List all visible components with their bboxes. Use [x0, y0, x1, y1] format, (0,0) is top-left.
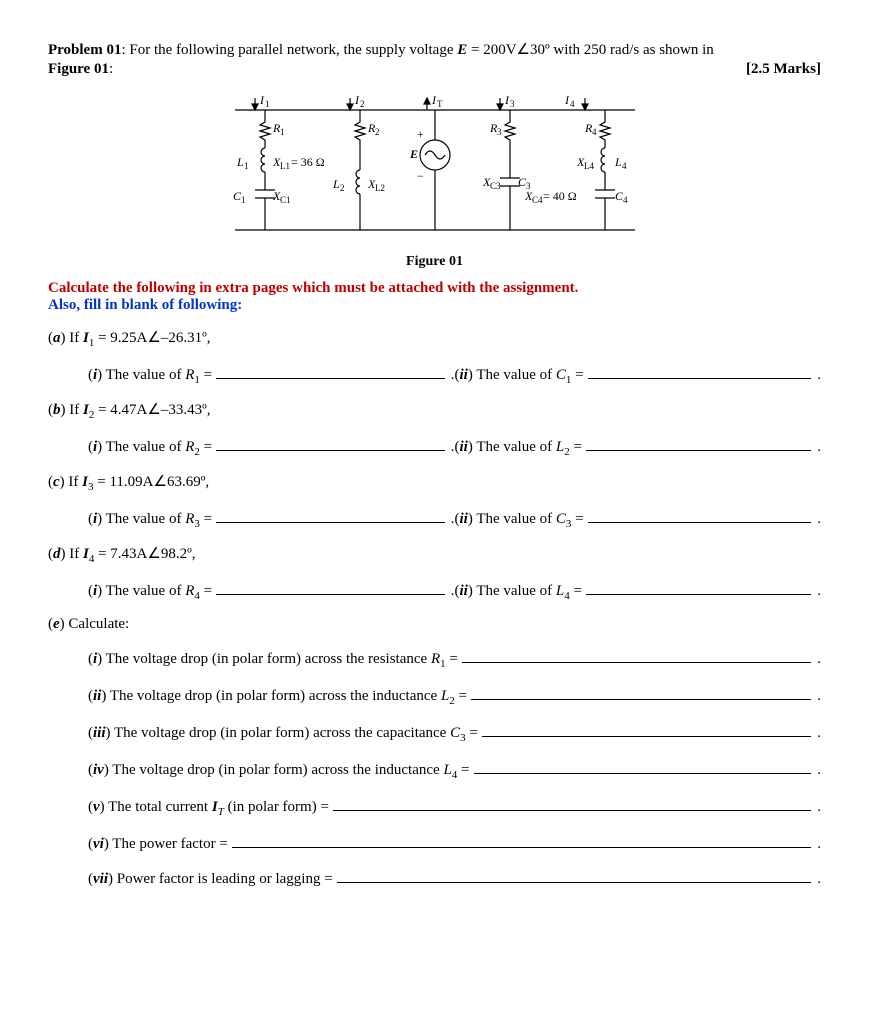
- a-ii-label: (ii) The value of C1 =: [455, 367, 584, 386]
- e-ii: (ii) The voltage drop (in polar form) ac…: [88, 684, 821, 707]
- part-a-subs: (i) The value of R1 =. (ii) The value of…: [88, 363, 821, 386]
- e-iv: (iv) The voltage drop (in polar form) ac…: [88, 758, 821, 781]
- svg-text:4: 4: [622, 161, 627, 171]
- part-b: (b) If I2 = 4.47A∠–33.43º,: [48, 400, 821, 421]
- svg-text:= 36 Ω: = 36 Ω: [291, 155, 325, 169]
- e-vi: (vi) The power factor =.: [88, 832, 821, 853]
- svg-text:4: 4: [623, 195, 628, 205]
- part-e: (e) Calculate:: [48, 616, 821, 633]
- c-ii-label: (ii) The value of C3 =: [455, 511, 584, 530]
- svg-text:L4: L4: [584, 161, 594, 171]
- svg-text:3: 3: [497, 127, 502, 137]
- svg-text:L: L: [332, 177, 340, 191]
- svg-text:L: L: [614, 155, 622, 169]
- blank: [333, 795, 811, 811]
- blank: [586, 579, 811, 595]
- svg-text:C1: C1: [280, 195, 291, 205]
- d-ii-label: (ii) The value of L4 =: [455, 583, 582, 602]
- blank: [337, 867, 812, 883]
- part-c-subs: (i) The value of R3 =. (ii) The value of…: [88, 507, 821, 530]
- instruction-line2: Also, fill in blank of following:: [48, 297, 821, 314]
- e-i: (i) The voltage drop (in polar form) acr…: [88, 647, 821, 670]
- svg-text:L2: L2: [375, 183, 385, 193]
- circuit-svg: I1 R1 L1 XL1 = 36 Ω C1 XC1 I2 R2: [205, 90, 665, 250]
- svg-text:C4: C4: [532, 195, 543, 205]
- svg-text:E: E: [409, 147, 418, 161]
- e-iii: (iii) The voltage drop (in polar form) a…: [88, 721, 821, 744]
- svg-text:2: 2: [375, 127, 380, 137]
- part-b-subs: (i) The value of R2 =. (ii) The value of…: [88, 435, 821, 458]
- b-i-label: (i) The value of R2 =: [88, 439, 212, 458]
- blank: [482, 721, 811, 737]
- blank: [471, 684, 811, 700]
- svg-text:L1: L1: [280, 161, 290, 171]
- svg-text:1: 1: [280, 127, 285, 137]
- instruction-line1: Calculate the following in extra pages w…: [48, 280, 821, 297]
- part-d-subs: (i) The value of R4 =. (ii) The value of…: [88, 579, 821, 602]
- svg-text:3: 3: [510, 99, 515, 109]
- part-c: (c) If I3 = 11.09A∠63.69º,: [48, 472, 821, 493]
- svg-text:1: 1: [265, 99, 270, 109]
- svg-text:2: 2: [360, 99, 365, 109]
- circuit-figure: I1 R1 L1 XL1 = 36 Ω C1 XC1 I2 R2: [48, 90, 821, 270]
- svg-text:2: 2: [340, 183, 345, 193]
- svg-text:−: −: [417, 169, 424, 183]
- blank: [588, 363, 812, 379]
- e-vii: (vii) Power factor is leading or lagging…: [88, 867, 821, 888]
- blank: [216, 435, 445, 451]
- e-v: (v) The total current IT (in polar form)…: [88, 795, 821, 818]
- svg-text:= 40 Ω: = 40 Ω: [543, 189, 577, 203]
- blank: [588, 507, 812, 523]
- svg-text:C3: C3: [490, 181, 501, 191]
- part-d: (d) If I4 = 7.43A∠98.2º,: [48, 544, 821, 565]
- d-i-label: (i) The value of R4 =: [88, 583, 212, 602]
- c-i-label: (i) The value of R3 =: [88, 511, 212, 530]
- svg-text:1: 1: [241, 195, 246, 205]
- problem-header: Problem 01: For the following parallel n…: [48, 40, 821, 59]
- a-i-label: (i) The value of R1 =: [88, 367, 212, 386]
- problem-label: Problem 01: [48, 42, 121, 58]
- figure-caption: Figure 01: [48, 254, 821, 270]
- blank: [216, 507, 445, 523]
- svg-text:+: +: [417, 127, 424, 141]
- svg-text:4: 4: [592, 127, 597, 137]
- blank: [462, 647, 811, 663]
- figure-ref-line: Figure 01: [2.5 Marks]: [48, 61, 821, 78]
- blank: [232, 832, 811, 848]
- blank: [474, 758, 812, 774]
- svg-text:L: L: [236, 155, 244, 169]
- instructions: Calculate the following in extra pages w…: [48, 280, 821, 314]
- blank: [216, 579, 445, 595]
- figure-label: Figure 01: [48, 61, 109, 77]
- marks: [2.5 Marks]: [746, 61, 821, 78]
- svg-text:4: 4: [570, 99, 575, 109]
- b-ii-label: (ii) The value of L2 =: [455, 439, 582, 458]
- svg-text:1: 1: [244, 161, 249, 171]
- blank: [586, 435, 811, 451]
- blank: [216, 363, 445, 379]
- with-text: with 250 rad/s as shown in: [550, 42, 714, 58]
- problem-text: : For the following parallel network, th…: [121, 42, 457, 58]
- part-a: (a) If I1 = 9.25A∠–26.31º,: [48, 328, 821, 349]
- svg-text:T: T: [437, 99, 443, 109]
